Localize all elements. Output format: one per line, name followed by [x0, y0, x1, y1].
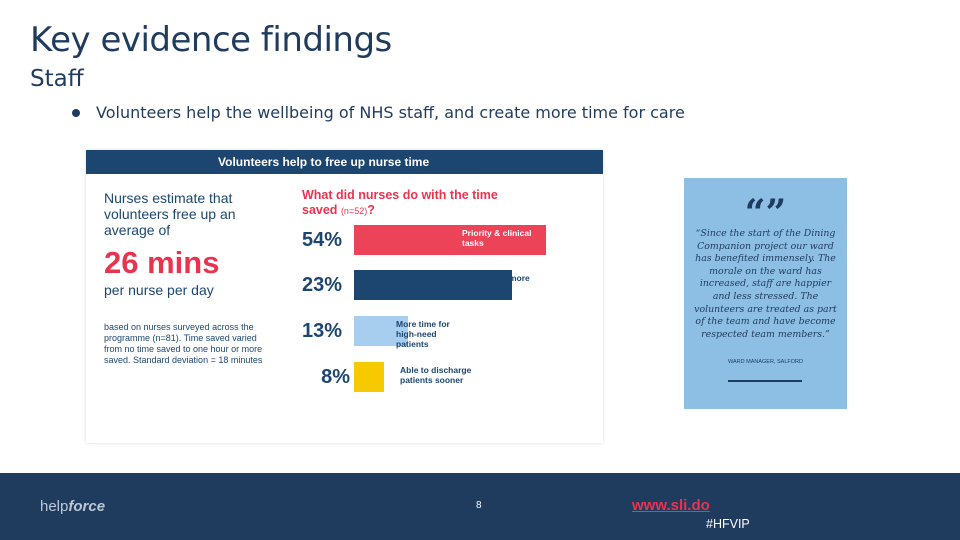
bar — [354, 225, 546, 255]
bar-value-label: 54% — [302, 228, 343, 251]
summary-lead: Nurses estimate that volunteers free up … — [104, 190, 236, 238]
bar — [354, 316, 408, 346]
question-text: What did nurses do with the time saved — [302, 188, 498, 217]
bar-row: 13% — [302, 316, 408, 346]
bullet-point: Volunteers help the wellbeing of NHS sta… — [72, 103, 685, 122]
bullet-text: Volunteers help the wellbeing of NHS sta… — [96, 103, 685, 122]
quote-mark-icon: “” — [744, 192, 787, 234]
bar-category-label: Support more patients — [474, 273, 530, 293]
question-mark: ? — [367, 203, 375, 217]
bar-category-label: Able to discharge patients sooner — [400, 365, 472, 385]
infographic-nurse-time: Volunteers help to free up nurse time Nu… — [86, 150, 603, 443]
quote-divider — [728, 380, 802, 382]
bar-value-label: 13% — [302, 319, 343, 342]
question-n: (n=52) — [340, 206, 368, 216]
summary-per: per nurse per day — [104, 282, 214, 298]
quote-text: “Since the start of the Dining Companion… — [694, 228, 837, 340]
slide-subtitle: Staff — [30, 66, 84, 92]
bar-row: 23% — [302, 270, 512, 300]
slide-title: Key evidence findings — [30, 20, 392, 60]
bar — [354, 362, 384, 392]
page-number: 8 — [476, 500, 482, 511]
helpforce-logo: helpforce — [40, 498, 105, 515]
bar-value-label: 23% — [302, 273, 343, 296]
bullet-icon — [72, 108, 80, 117]
bar-value-label: 8% — [321, 365, 350, 388]
infographic-header: Volunteers help to free up nurse time — [86, 150, 603, 174]
logo-part-force: force — [68, 498, 106, 515]
bar — [354, 270, 512, 300]
quote-attribution: WARD MANAGER, SALFORD — [728, 359, 803, 365]
bar-row: 54% — [302, 225, 546, 255]
slido-link[interactable]: www.sli.do — [632, 497, 710, 514]
chart-question: What did nurses do with the time saved (… — [302, 188, 532, 219]
bar-category-label: More time for high-need patients — [396, 319, 450, 349]
bar-row: 8% — [302, 362, 384, 392]
footer-bar: helpforce 8 www.sli.do #HFVIP — [0, 473, 960, 540]
logo-part-help: help — [40, 498, 69, 515]
quote-card: “” “Since the start of the Dining Compan… — [684, 178, 847, 409]
summary-note: based on nurses surveyed across the prog… — [104, 322, 263, 365]
time-saved-summary: Nurses estimate that volunteers free up … — [104, 190, 274, 366]
summary-big-value: 26 mins — [104, 245, 220, 280]
bar-category-label: Priority & clinical tasks — [462, 228, 532, 248]
event-hashtag: #HFVIP — [706, 517, 750, 531]
